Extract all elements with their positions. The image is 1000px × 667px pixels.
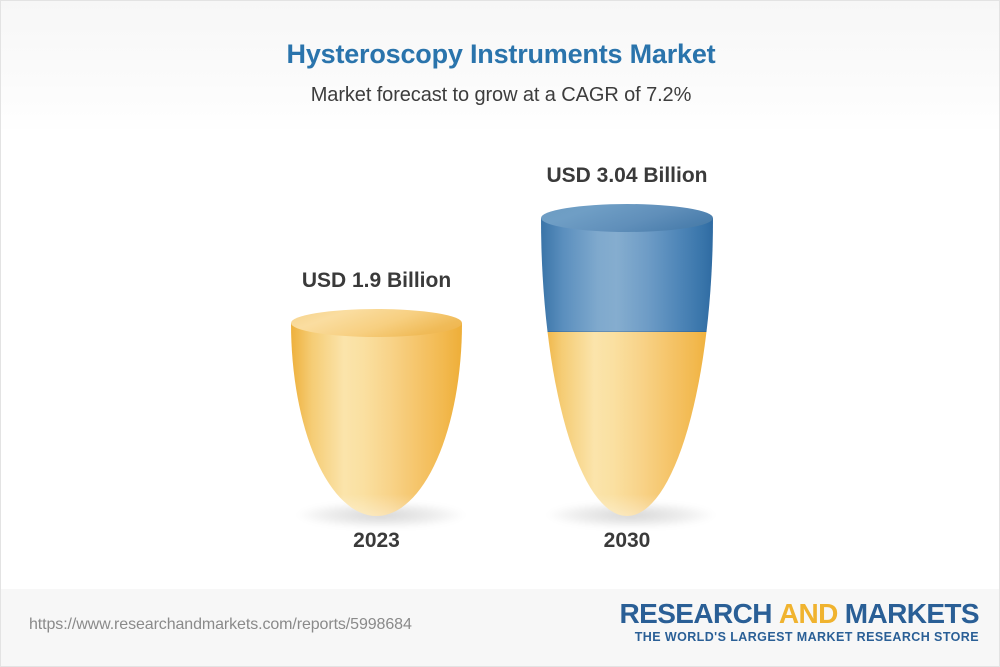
bar-body-2030	[541, 218, 713, 516]
logo-word-and: AND	[778, 598, 838, 629]
chart-header: Hysteroscopy Instruments Market Market f…	[1, 1, 999, 136]
chart-title: Hysteroscopy Instruments Market	[286, 39, 716, 69]
chart-footer: https://www.researchandmarkets.com/repor…	[1, 589, 999, 666]
bar-segment-base-2030	[541, 332, 713, 516]
bar-body-2023	[291, 323, 462, 516]
logo-word-markets: MARKETS	[844, 598, 980, 629]
logo-tagline: THE WORLD'S LARGEST MARKET RESEARCH STOR…	[634, 630, 979, 645]
source-url[interactable]: https://www.researchandmarkets.com/repor…	[29, 616, 412, 633]
cylinder-bar-2023	[291, 309, 465, 528]
chart-subtitle: Market forecast to grow at a CAGR of 7.2…	[310, 84, 692, 106]
chart-plot-area: USD 1.9 Billion 2023 USD 3.04 Billion	[1, 129, 999, 591]
bar-segment-seam-2030	[541, 331, 713, 332]
category-label-2030: 2030	[603, 529, 651, 552]
bar-segment-growth-2030	[541, 218, 713, 332]
bar-top-cap-2030	[541, 204, 713, 232]
research-and-markets-logo: RESEARCH AND MARKETS THE WORLD'S LARGEST M…	[619, 598, 980, 645]
logo-wordmark: RESEARCH AND MARKETS	[619, 598, 980, 629]
data-label-2030: USD 3.04 Billion	[546, 164, 708, 187]
data-label-2023: USD 1.9 Billion	[301, 269, 452, 292]
cylinder-bar-2030	[541, 204, 715, 528]
logo-word-research: RESEARCH	[619, 598, 773, 629]
bar-top-cap-2023	[291, 309, 462, 337]
category-label-2023: 2023	[353, 529, 400, 552]
